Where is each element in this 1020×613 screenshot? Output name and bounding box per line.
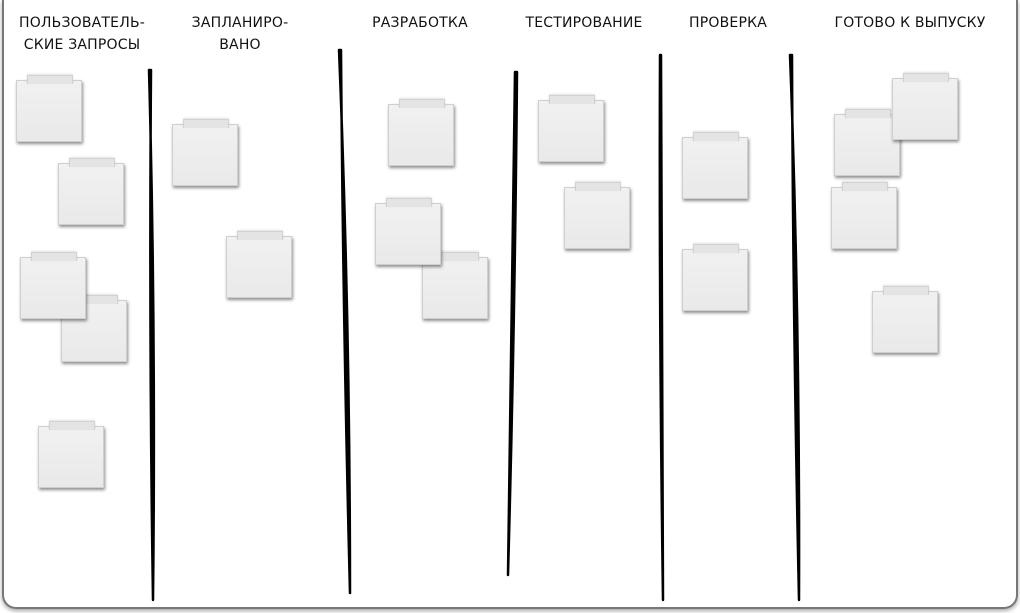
sticky-note[interactable] xyxy=(682,244,748,311)
sticky-note[interactable] xyxy=(834,109,900,176)
column-title-ready-to-release: ГОТОВО К ВЫПУСКУ xyxy=(834,15,986,31)
sticky-note[interactable] xyxy=(682,132,748,199)
sticky-note[interactable] xyxy=(16,75,82,142)
column-title-planned: ЗАПЛАНИРО- ВАНО xyxy=(191,15,289,53)
sticky-note[interactable] xyxy=(388,99,454,166)
sticky-note[interactable] xyxy=(38,421,104,488)
sticky-note[interactable] xyxy=(61,295,127,362)
sticky-note[interactable] xyxy=(58,158,124,225)
sticky-note[interactable] xyxy=(538,95,604,162)
sticky-note[interactable] xyxy=(375,198,441,265)
sticky-note[interactable] xyxy=(422,252,488,319)
column-title-testing: ТЕСТИРОВАНИЕ xyxy=(525,15,643,31)
sticky-note[interactable] xyxy=(172,119,238,186)
column-title-review: ПРОВЕРКА xyxy=(689,15,767,31)
column-title-user-requests: ПОЛЬЗОВАТЕЛЬ- СКИЕ ЗАПРОСЫ xyxy=(18,15,146,53)
sticky-note[interactable] xyxy=(872,286,938,353)
sticky-note[interactable] xyxy=(831,182,897,249)
column-title-development: РАЗРАБОТКА xyxy=(372,15,468,31)
sticky-note[interactable] xyxy=(20,252,86,319)
sticky-note[interactable] xyxy=(564,182,630,249)
sticky-note[interactable] xyxy=(892,73,958,140)
sticky-note[interactable] xyxy=(226,231,292,298)
